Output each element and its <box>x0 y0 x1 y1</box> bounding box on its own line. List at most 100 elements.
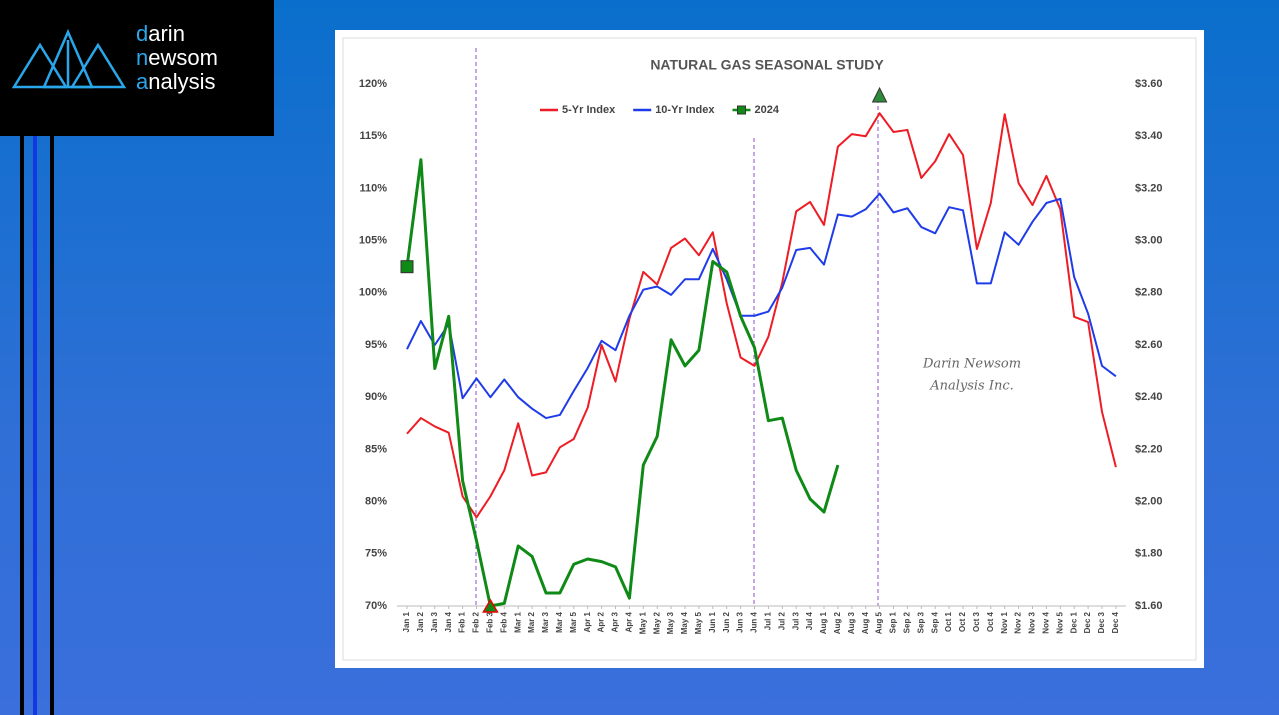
logo-text: darin newsom analysis <box>136 22 218 94</box>
x-tick-label: Sep 3 <box>916 611 925 633</box>
y2-tick-label: $2.00 <box>1135 496 1163 508</box>
logo-word: newsom <box>136 45 218 70</box>
watermark: Darin Newsom <box>922 357 1021 372</box>
y-tick-label: 110% <box>359 182 387 194</box>
markers <box>475 48 879 606</box>
x-tick-label: Feb 3 <box>486 611 495 632</box>
y2-tick-label: $2.20 <box>1135 443 1163 455</box>
logo-word: analysis <box>136 69 216 94</box>
point-marker <box>400 260 414 274</box>
chart-title: NATURAL GAS SEASONAL STUDY <box>650 57 884 73</box>
x-tick-label: Jan 2 <box>416 611 425 632</box>
x-tick-label: Nov 1 <box>1000 611 1009 633</box>
chart: NATURAL GAS SEASONAL STUDY Darin Newsom … <box>342 37 1197 661</box>
x-tick-label: Jun 3 <box>736 611 745 632</box>
x-tick-label: Dec 1 <box>1069 611 1078 633</box>
low-marker <box>482 598 499 613</box>
x-tick-label: Apr 4 <box>625 611 634 632</box>
x-tick-label: Mar 1 <box>513 611 522 632</box>
x-tick-label: Aug 2 <box>833 611 842 634</box>
legend-label: 2024 <box>755 104 780 116</box>
y2-tick-label: $1.80 <box>1135 548 1163 560</box>
x-tick-label: Aug 5 <box>875 611 884 634</box>
x-tick-label: Sep 2 <box>903 611 912 633</box>
decor-bar <box>33 136 37 715</box>
y2-tick-label: $2.80 <box>1135 287 1163 299</box>
x-tick-label: Oct 4 <box>986 611 995 632</box>
x-tick-label: Nov 5 <box>1055 611 1064 633</box>
x-tick-label: Jun 2 <box>722 611 731 632</box>
x-tick-label: Jan 3 <box>430 611 439 632</box>
x-tick-label: Aug 3 <box>847 611 856 634</box>
x-tick-label: May 5 <box>694 611 703 634</box>
x-tick-label: Jul 2 <box>777 611 786 630</box>
x-tick-label: Dec 2 <box>1083 611 1092 633</box>
y2-tick-label: $3.20 <box>1135 182 1163 194</box>
y2-tick-label: $3.00 <box>1135 235 1163 247</box>
y2-tick-label: $1.60 <box>1135 600 1163 612</box>
logo-mark <box>11 28 127 89</box>
x-tick-label: May 1 <box>638 611 647 634</box>
decor-bar <box>50 136 54 715</box>
legend-label: 10-Yr Index <box>655 104 715 116</box>
decor-bar <box>20 136 24 715</box>
y-tick-label: 105% <box>359 235 387 247</box>
y2-tick-label: $2.40 <box>1135 391 1163 403</box>
y-tick-label: 80% <box>365 496 387 508</box>
x-tick-label: Oct 3 <box>972 611 981 632</box>
x-tick-label: Jan 4 <box>444 611 453 632</box>
chart-border <box>342 37 1197 661</box>
y-tick-label: 75% <box>365 548 387 560</box>
series-line <box>406 192 1117 420</box>
logo: darin newsom analysis <box>0 0 274 136</box>
x-tick-label: Jan 1 <box>402 611 411 632</box>
x-tick-label: Feb 1 <box>458 611 467 632</box>
y-tick-label: 70% <box>365 600 387 612</box>
y-tick-label: 115% <box>359 130 387 142</box>
x-tick-label: Dec 4 <box>1111 611 1120 633</box>
high-marker <box>871 86 888 103</box>
x-tick-label: May 4 <box>680 611 689 634</box>
y-tick-label: 100% <box>359 287 387 299</box>
x-tick-label: Apr 3 <box>611 611 620 632</box>
x-tick-label: Jul 3 <box>791 611 800 630</box>
x-tick-label: May 3 <box>666 611 675 634</box>
watermark: Analysis Inc. <box>929 379 1014 394</box>
series-line <box>406 112 1117 519</box>
logo-word: darin <box>136 21 185 46</box>
y-tick-label: 85% <box>365 443 387 455</box>
x-tick-label: Aug 1 <box>819 611 828 634</box>
y-tick-label: 120% <box>359 78 387 90</box>
x-tick-label: Feb 2 <box>472 611 481 632</box>
x-tick-label: Mar 3 <box>541 611 550 632</box>
chart-panel: NATURAL GAS SEASONAL STUDY Darin Newsom … <box>335 30 1204 668</box>
x-tick-label: Oct 2 <box>958 611 967 632</box>
x-tick-label: Jun 1 <box>708 611 717 632</box>
x-tick-label: Nov 2 <box>1014 611 1023 633</box>
x-tick-label: Apr 1 <box>583 611 592 632</box>
x-tick-label: Nov 4 <box>1042 611 1051 633</box>
series-line <box>405 158 840 608</box>
x-tick-label: Feb 4 <box>499 611 508 632</box>
x-tick-label: Jul 1 <box>764 611 773 630</box>
y-tick-label: 90% <box>365 391 387 403</box>
legend-swatch <box>737 105 746 115</box>
y2-tick-label: $3.60 <box>1135 78 1163 90</box>
x-tick-label: Dec 3 <box>1097 611 1106 633</box>
x-tick-label: Aug 4 <box>861 611 870 634</box>
x-tick-label: May 2 <box>652 611 661 634</box>
legend-label: 5-Yr Index <box>562 104 616 116</box>
x-tick-label: Oct 1 <box>944 611 953 632</box>
x-tick-label: Mar 4 <box>555 611 564 632</box>
y2-tick-label: $3.40 <box>1135 130 1163 142</box>
x-tick-label: Sep 1 <box>889 611 898 633</box>
x-tick-label: Sep 4 <box>930 611 939 633</box>
y2-tick-label: $2.60 <box>1135 339 1163 351</box>
x-tick-label: Jul 4 <box>805 611 814 630</box>
x-tick-label: Jun 4 <box>750 611 759 632</box>
y-tick-label: 95% <box>365 339 387 351</box>
x-tick-label: Apr 2 <box>597 611 606 632</box>
x-tick-label: Mar 5 <box>569 611 578 632</box>
x-tick-label: Nov 3 <box>1028 611 1037 633</box>
